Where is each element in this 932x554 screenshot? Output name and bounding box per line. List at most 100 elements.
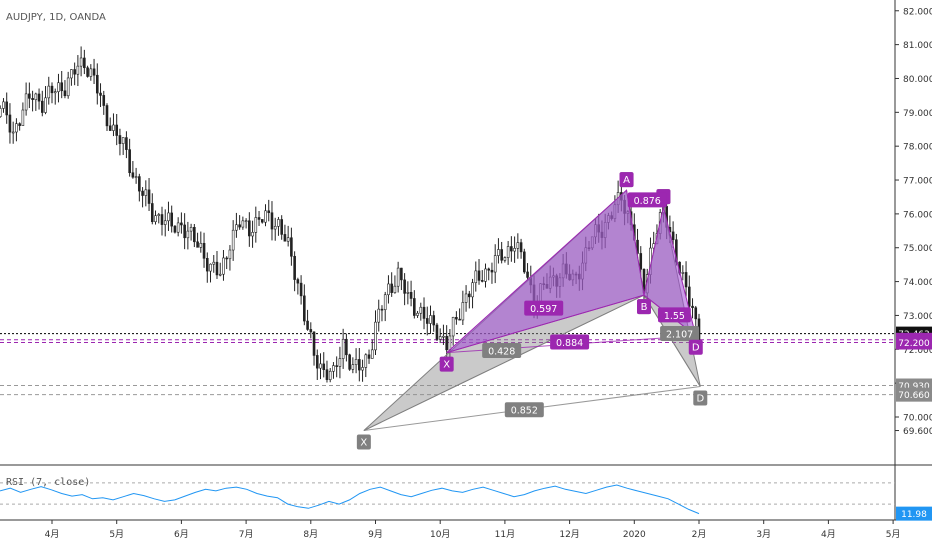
candle-body bbox=[516, 242, 520, 249]
candle-body bbox=[134, 176, 138, 178]
candle-body bbox=[2, 101, 5, 109]
candle-body bbox=[442, 335, 445, 338]
harmonic-point-text: D bbox=[696, 394, 704, 405]
candle-body bbox=[147, 189, 151, 204]
candle-body bbox=[477, 270, 481, 281]
candle-body bbox=[18, 123, 21, 126]
candle-body bbox=[160, 214, 164, 225]
time-tick-label: 7月 bbox=[239, 529, 254, 540]
candle-body bbox=[422, 306, 426, 319]
time-tick-label: 10月 bbox=[430, 529, 450, 540]
harmonic-point-text: A bbox=[623, 175, 630, 186]
price-axis-badge-text: 70.660 bbox=[898, 391, 930, 401]
price-tick-label: 70.000 bbox=[903, 413, 932, 423]
candle-body bbox=[31, 98, 34, 100]
candle-body bbox=[60, 82, 64, 92]
candle-body bbox=[432, 315, 436, 326]
candle-body bbox=[283, 234, 287, 242]
candle-body bbox=[497, 249, 500, 256]
candle-body bbox=[451, 317, 455, 337]
candle-body bbox=[44, 97, 47, 113]
candle-body bbox=[102, 95, 106, 106]
harmonic-ratio-text: 1.55 bbox=[664, 311, 685, 322]
harmonic-ratio-text: 2.107 bbox=[666, 330, 693, 341]
candle-body bbox=[338, 358, 342, 367]
candle-body bbox=[128, 149, 131, 174]
candle-body bbox=[526, 271, 529, 278]
rsi-indicator-label: RSI (7, close) bbox=[6, 477, 91, 488]
candle-body bbox=[306, 320, 309, 330]
candle-body bbox=[251, 232, 254, 237]
time-tick-label: 3月 bbox=[756, 529, 771, 540]
candle-body bbox=[513, 247, 516, 252]
harmonic-ratio-label: 0.852 bbox=[504, 402, 544, 418]
harmonic-point-x: X bbox=[439, 356, 454, 372]
candle-body bbox=[358, 359, 361, 371]
time-tick-label: 5月 bbox=[886, 529, 901, 540]
candle-body bbox=[500, 249, 503, 261]
harmonic-ratio-label: 0.884 bbox=[550, 334, 590, 350]
harmonic-xb-line bbox=[363, 294, 645, 431]
harmonic-ratio-text: 0.428 bbox=[488, 346, 515, 357]
time-tick-label: 4月 bbox=[821, 529, 836, 540]
rsi-value-badge-text: 11.98 bbox=[901, 510, 927, 520]
candle-body bbox=[63, 90, 67, 97]
candle-body bbox=[70, 69, 73, 79]
candle-body bbox=[218, 273, 222, 276]
candle-body bbox=[461, 302, 465, 321]
candle-body bbox=[468, 293, 471, 298]
candle-body bbox=[231, 229, 235, 251]
time-tick-label: 6月 bbox=[174, 529, 189, 540]
candle-body bbox=[196, 241, 199, 248]
candle-body bbox=[112, 124, 115, 131]
harmonic-ratio-label: 1.55 bbox=[658, 307, 691, 323]
candle-body bbox=[222, 257, 225, 275]
price-axis-badge-box bbox=[896, 387, 932, 402]
candle-body bbox=[351, 364, 355, 370]
price-tick-label: 77.000 bbox=[903, 177, 932, 187]
candle-body bbox=[390, 283, 393, 293]
candle-body bbox=[523, 251, 526, 273]
candle-body bbox=[455, 317, 458, 320]
candle-body bbox=[138, 176, 141, 192]
candle-body bbox=[681, 272, 685, 274]
candle-body bbox=[209, 263, 212, 272]
candle-body bbox=[225, 257, 228, 260]
candle-body bbox=[377, 308, 381, 323]
candle-body bbox=[24, 93, 28, 111]
candle-body bbox=[141, 190, 144, 196]
candle-body bbox=[193, 227, 196, 243]
candle-body bbox=[176, 222, 180, 233]
candle-body bbox=[28, 93, 31, 99]
candle-body bbox=[238, 224, 241, 228]
harmonic-ratio-box bbox=[524, 300, 564, 316]
price-axis-badge-box bbox=[896, 335, 932, 350]
candle-body bbox=[319, 363, 322, 369]
candle-body bbox=[86, 67, 89, 77]
time-tick-label: 2020 bbox=[623, 530, 646, 540]
harmonic-point-text: X bbox=[443, 360, 450, 371]
candle-body bbox=[189, 227, 193, 232]
candle-body bbox=[235, 224, 238, 231]
candle-body bbox=[416, 312, 419, 316]
harmonic-xb-line bbox=[446, 294, 645, 354]
candle-body bbox=[438, 336, 442, 340]
candle-body bbox=[303, 295, 306, 322]
price-tick-label: 78.000 bbox=[903, 143, 932, 153]
harmonic-point-box bbox=[637, 299, 652, 315]
candle-body bbox=[183, 224, 186, 239]
candle-body bbox=[254, 217, 258, 233]
price-tick-label: 74.000 bbox=[903, 278, 932, 288]
candle-body bbox=[5, 101, 9, 116]
price-tick-label: 69.600 bbox=[903, 427, 932, 437]
candle-body bbox=[296, 279, 300, 284]
candle-body bbox=[474, 270, 478, 284]
candle-body bbox=[202, 242, 206, 259]
harmonic-point-text: X bbox=[360, 438, 367, 449]
candle-body bbox=[260, 219, 264, 223]
harmonic-ratio-text: 0.884 bbox=[556, 338, 583, 349]
price-tick-label: 75.000 bbox=[903, 244, 932, 254]
candle-body bbox=[694, 307, 698, 320]
